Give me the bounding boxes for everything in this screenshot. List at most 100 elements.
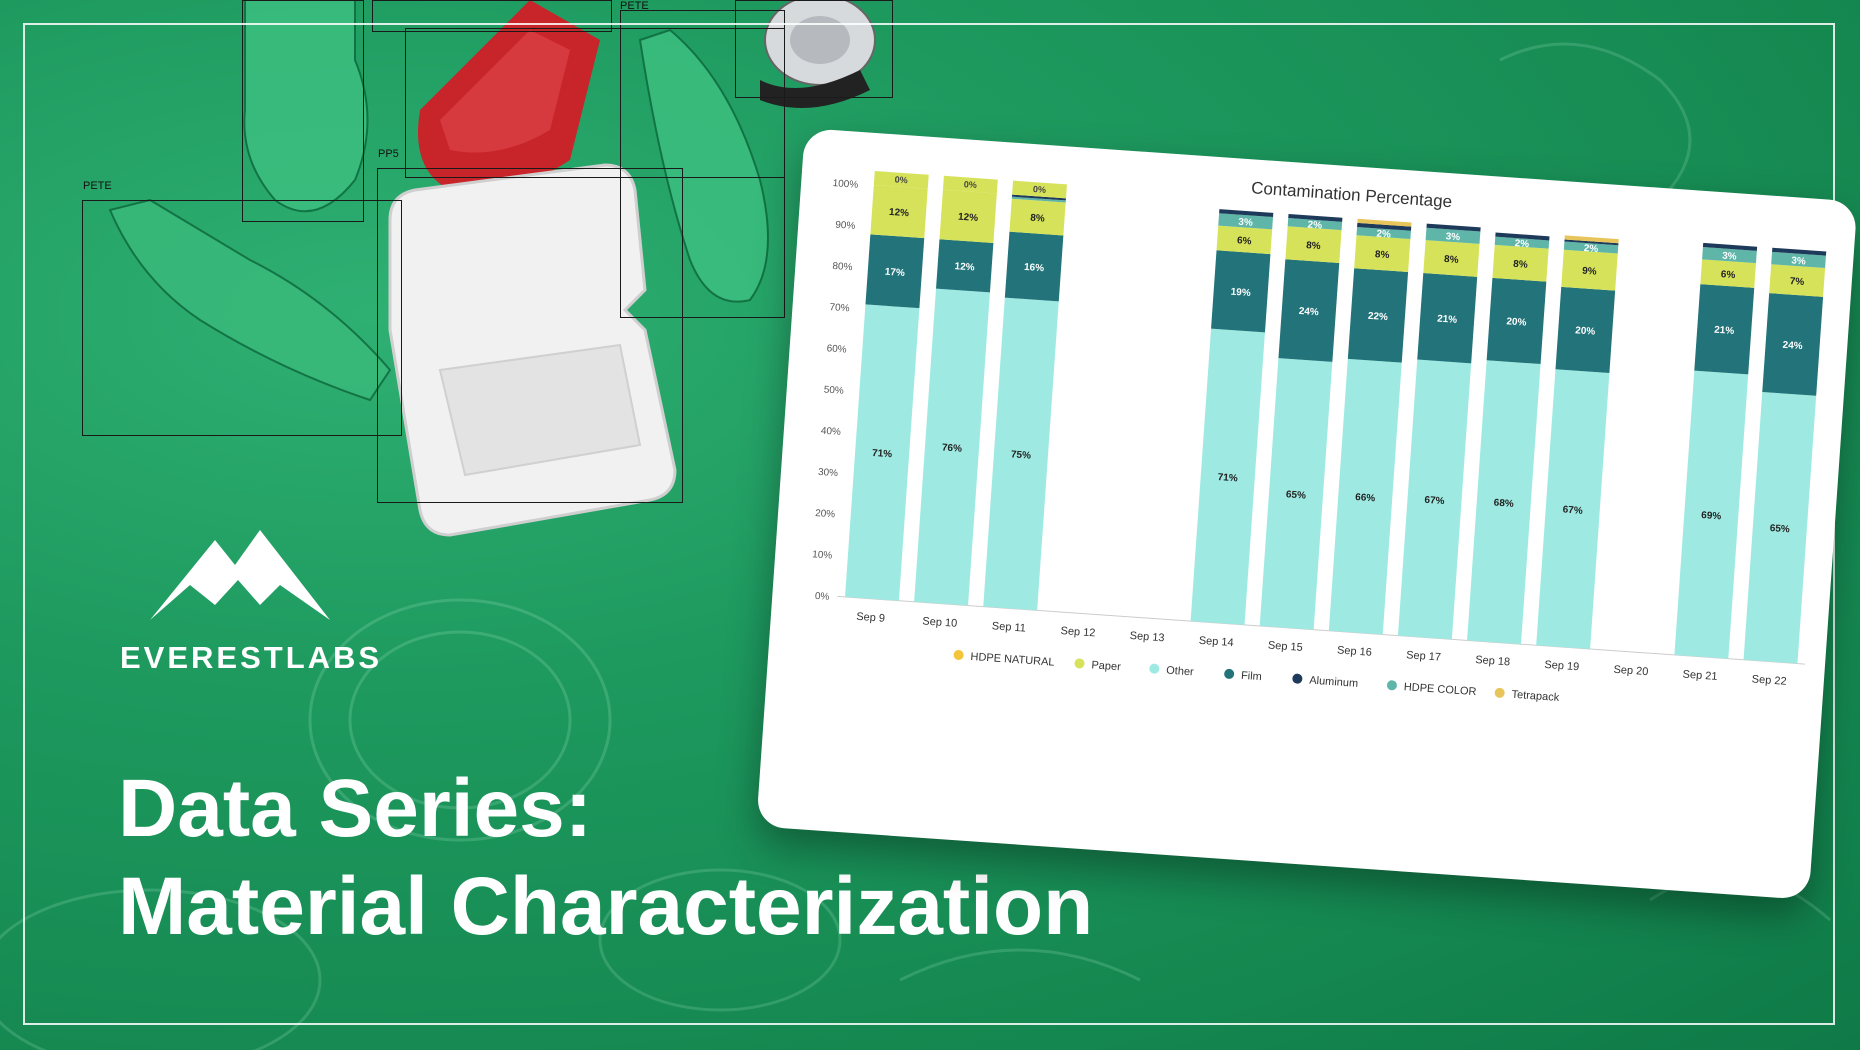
bar-segment-other (1328, 358, 1402, 635)
bar-segment-paper (939, 189, 997, 243)
x-tick-label: Sep 19 (1544, 659, 1580, 673)
data-label: 7% (1789, 276, 1804, 288)
data-label: 2% (1514, 238, 1529, 250)
brand-name: EVERESTLABS (120, 640, 383, 675)
data-label: 8% (1306, 240, 1321, 252)
y-tick-label: 90% (835, 220, 856, 232)
mountain-logo-icon (120, 510, 360, 635)
bar-segment-aluminum (1772, 247, 1827, 256)
legend-marker (1074, 658, 1085, 669)
bar-segment-paper (870, 184, 928, 239)
bar-segment-film (1278, 259, 1340, 362)
detection-box (377, 168, 683, 503)
legend-marker (953, 649, 964, 660)
title-line-2: Material Characterization (118, 861, 1094, 952)
legend-marker (1494, 687, 1505, 698)
data-label: 22% (1367, 311, 1388, 323)
detection-box (372, 0, 612, 32)
y-tick-label: 0% (815, 591, 830, 603)
x-tick-label: Sep 16 (1337, 644, 1373, 658)
legend-marker (1292, 673, 1303, 684)
bar-segment-hdpe-color (1425, 227, 1481, 244)
contamination-chart: Contamination Percentage 100% 90% 80% 70% 60%… (812, 170, 1827, 704)
x-tick-label: Sep 17 (1406, 649, 1442, 663)
y-tick-label: 40% (820, 426, 841, 438)
x-tick-label: Sep 13 (1129, 630, 1165, 644)
data-label: 67% (1424, 495, 1445, 507)
bar-segment-paper (1354, 235, 1411, 272)
detection-box (82, 200, 402, 436)
bar-segment-film (865, 234, 925, 309)
bar-segment-hdpe-color (1356, 227, 1411, 240)
bar-segment-paper (1009, 198, 1066, 236)
data-label: 0% (964, 179, 978, 190)
bar-segment-aluminum (1495, 232, 1550, 241)
data-label: 6% (1720, 269, 1735, 281)
bar-segment-film (1555, 286, 1616, 373)
bar-segment-other (1467, 360, 1541, 645)
x-tick-label: Sep 10 (922, 615, 958, 629)
x-tick-label: Sep 20 (1613, 664, 1649, 678)
data-label: 8% (1513, 259, 1528, 271)
data-label: 8% (1030, 213, 1045, 225)
bar-segment-hdpe-color (1563, 241, 1619, 254)
data-label: 16% (1024, 262, 1045, 274)
bar-segment-other (1397, 359, 1472, 640)
bar-segment-tetrapack (1564, 235, 1619, 244)
data-label: 12% (889, 207, 910, 219)
data-label: 2% (1307, 220, 1322, 232)
bar-segment-other (1674, 370, 1749, 659)
data-label: 12% (958, 212, 979, 224)
bar-segment-zero-cap (873, 170, 929, 189)
data-label: 9% (1582, 266, 1597, 278)
detection-label: PETE (620, 0, 649, 12)
title-line-1: Data Series: (118, 763, 593, 854)
data-label: 3% (1791, 255, 1806, 267)
data-label: 19% (1230, 287, 1251, 299)
data-label: 20% (1575, 325, 1596, 337)
data-label: 75% (1011, 449, 1032, 461)
data-label: 20% (1506, 316, 1527, 328)
y-tick-label: 30% (818, 467, 839, 479)
legend-item-label: HDPE NATURAL (970, 651, 1055, 669)
legend-marker (1149, 663, 1160, 674)
x-tick-label: Sep 21 (1682, 669, 1718, 683)
bar-segment-aluminum (1219, 209, 1274, 217)
x-tick-label: Sep 22 (1751, 673, 1787, 687)
data-label: 68% (1493, 498, 1514, 510)
legend-item-label: HDPE COLOR (1403, 681, 1476, 698)
page-title: Data Series: Material Characterization (118, 760, 1093, 956)
data-label: 8% (1375, 249, 1390, 261)
data-label: 69% (1701, 510, 1722, 522)
y-tick-label: 70% (829, 302, 850, 314)
bar-segment-film (1211, 250, 1271, 333)
x-tick-label: Sep 14 (1198, 635, 1234, 649)
bar-segment-film (936, 239, 994, 293)
legend-item-label: Film (1241, 670, 1263, 683)
detection-box (735, 0, 893, 98)
data-label: 6% (1237, 235, 1252, 247)
data-label: 17% (884, 267, 905, 279)
detection-label: PP5 (378, 148, 399, 160)
detection-label: PETE (83, 180, 112, 192)
legend-marker (1224, 668, 1235, 679)
bar-segment-aluminum (1357, 222, 1412, 231)
x-tick-label: Sep 9 (856, 611, 886, 625)
y-tick-label: 50% (823, 384, 844, 396)
chart-title: Contamination Percentage (1251, 178, 1453, 211)
bar-segment-paper (1423, 240, 1480, 277)
bar-segment-other (914, 288, 990, 606)
x-tick-label: Sep 15 (1268, 640, 1304, 654)
x-tick-label: Sep 18 (1475, 654, 1511, 668)
data-label: 12% (954, 261, 975, 273)
bar-segment-paper (1492, 244, 1549, 282)
legend-item-label: Paper (1091, 659, 1121, 673)
x-tick-label: Sep 11 (991, 620, 1026, 634)
bar-segment-zero-cap (942, 175, 998, 194)
y-tick-label: 10% (812, 549, 833, 561)
bar-segment-film (1004, 231, 1064, 302)
bar-segment-zero-cap (1012, 180, 1067, 199)
data-label: 21% (1714, 325, 1735, 337)
bar-segment-hdpe-color (1218, 213, 1274, 230)
bar-segment-other (983, 297, 1059, 611)
